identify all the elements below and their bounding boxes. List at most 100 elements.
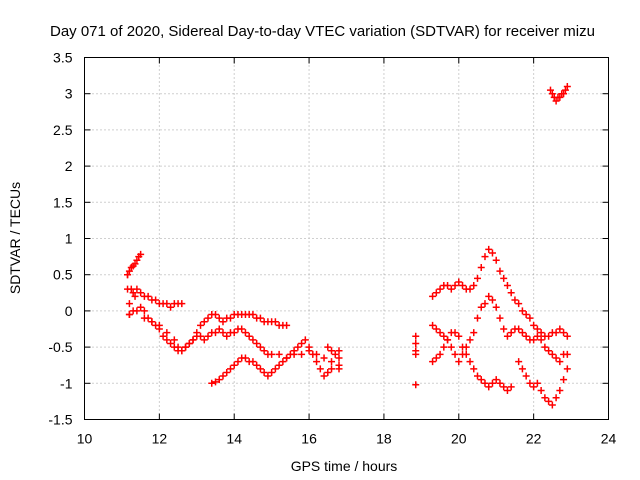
data-point — [148, 318, 156, 326]
data-point — [548, 401, 556, 409]
data-point — [298, 339, 306, 347]
data-point — [436, 329, 444, 337]
data-point — [455, 278, 463, 286]
data-point — [455, 358, 463, 366]
x-tick-label: 10 — [77, 431, 93, 447]
data-point — [447, 285, 455, 293]
data-point — [234, 358, 242, 366]
data-points — [124, 82, 571, 409]
data-point — [481, 300, 489, 308]
data-point — [309, 350, 317, 358]
data-point — [470, 329, 478, 337]
series-track-4 — [140, 314, 336, 366]
data-point — [174, 343, 182, 351]
data-point — [507, 329, 515, 337]
data-point — [125, 311, 133, 319]
data-point — [249, 358, 257, 366]
data-point — [492, 256, 500, 264]
data-point — [200, 318, 208, 326]
data-point — [440, 332, 448, 340]
data-point — [324, 368, 332, 376]
data-point — [167, 303, 175, 311]
data-point — [522, 332, 530, 340]
x-tick-label: 12 — [152, 431, 168, 447]
data-point — [215, 325, 223, 333]
data-point — [301, 336, 309, 344]
data-point — [563, 332, 571, 340]
data-point — [163, 329, 171, 337]
data-point — [429, 321, 437, 329]
series-track-9 — [429, 292, 571, 366]
data-point — [335, 354, 343, 362]
data-point — [436, 350, 444, 358]
data-point — [546, 86, 554, 94]
data-point — [503, 282, 511, 290]
data-point — [290, 347, 298, 355]
data-point — [163, 300, 171, 308]
data-point — [541, 394, 549, 402]
data-point — [556, 325, 564, 333]
data-point — [178, 347, 186, 355]
data-point — [159, 332, 167, 340]
data-point — [412, 381, 420, 389]
data-point — [556, 358, 564, 366]
data-point — [163, 336, 171, 344]
data-point — [230, 361, 238, 369]
data-point — [503, 387, 511, 395]
data-point — [462, 350, 470, 358]
data-point — [328, 347, 336, 355]
data-point — [560, 90, 568, 98]
x-axis-ticks: 10 12 14 16 18 20 22 24 — [77, 57, 617, 447]
data-point — [485, 292, 493, 300]
plot-frame — [84, 57, 609, 420]
data-point — [133, 256, 141, 264]
data-point — [533, 332, 541, 340]
y-tick-label: 2 — [65, 158, 73, 174]
data-point — [335, 365, 343, 373]
data-point — [481, 253, 489, 261]
data-point — [477, 376, 485, 384]
data-point — [412, 339, 420, 347]
data-point — [256, 365, 264, 373]
data-point — [212, 378, 219, 386]
data-point — [294, 343, 302, 351]
x-tick-label: 14 — [226, 431, 242, 447]
x-tick-label: 24 — [601, 431, 617, 447]
data-point — [496, 379, 504, 387]
data-point — [518, 365, 526, 373]
data-point — [215, 314, 223, 322]
series-track-11 — [515, 358, 571, 409]
data-point — [316, 365, 324, 373]
data-point — [219, 318, 227, 326]
data-point — [545, 332, 553, 340]
data-point — [131, 260, 139, 268]
data-point — [552, 354, 560, 362]
data-point — [537, 329, 545, 337]
data-point — [466, 285, 474, 293]
data-point — [125, 267, 133, 275]
data-point — [133, 285, 141, 293]
data-point — [275, 361, 283, 369]
data-point — [223, 368, 231, 376]
data-point — [530, 321, 538, 329]
data-point — [507, 289, 515, 297]
data-point — [313, 358, 321, 366]
data-point — [125, 300, 133, 308]
y-tick-label: -1.5 — [48, 412, 72, 428]
series-track-10 — [429, 329, 515, 395]
data-point — [124, 271, 132, 279]
data-point — [518, 307, 526, 315]
data-point — [241, 354, 249, 362]
data-point — [331, 350, 339, 358]
data-point — [204, 314, 212, 322]
data-point — [212, 329, 219, 337]
data-point — [492, 303, 500, 311]
data-point — [548, 90, 556, 98]
data-point — [264, 372, 272, 380]
y-tick-label: 1.5 — [53, 194, 73, 210]
data-point — [226, 365, 234, 373]
data-point — [215, 376, 223, 384]
data-point — [140, 307, 148, 315]
data-point — [324, 343, 332, 351]
data-point — [412, 332, 420, 340]
